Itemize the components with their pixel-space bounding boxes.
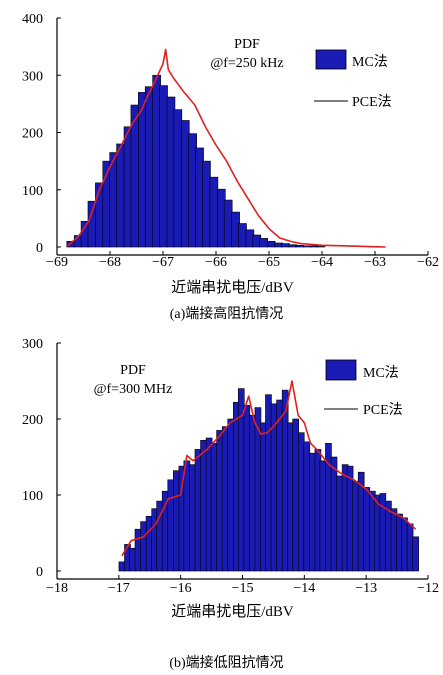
histogram-bar (173, 109, 183, 248)
y-tick-label: 200 (22, 413, 43, 428)
x-tick-label: −65 (258, 255, 280, 270)
y-tick-label: 200 (22, 127, 43, 142)
chart-panel-b (56, 342, 429, 580)
panel-caption: (a)端接高阻抗情况 (170, 305, 284, 322)
histogram-bar (330, 456, 338, 572)
annotation-frequency: @f=250 kHz (210, 56, 283, 71)
x-tick-label: −67 (152, 255, 174, 270)
histogram-bar (297, 432, 305, 572)
y-tick-label: 300 (22, 337, 43, 352)
histogram-bar (281, 243, 290, 248)
histogram-bar (412, 536, 419, 572)
histogram-bar (309, 452, 316, 572)
histogram-bar (352, 481, 359, 572)
histogram-bar (390, 508, 398, 572)
histogram-bar (259, 238, 269, 248)
histogram-bar (116, 143, 125, 248)
legend-swatch-mc (325, 359, 357, 381)
y-tick-label: 100 (22, 184, 43, 199)
histogram-bar (216, 430, 223, 572)
histogram-bar (194, 449, 202, 572)
histogram-bar (118, 561, 126, 572)
x-tick-label: −62 (417, 255, 439, 270)
x-tick-label: −68 (99, 255, 121, 270)
histogram-bar (266, 240, 276, 248)
x-tick-label: −14 (293, 581, 315, 596)
y-tick-label: 400 (22, 12, 43, 27)
histogram-bar (336, 475, 343, 572)
histogram-bar (373, 494, 381, 572)
x-tick-label: −12 (417, 581, 439, 596)
y-tick-label: 0 (36, 241, 43, 256)
histogram-bar (173, 470, 180, 572)
histogram-bar (134, 528, 142, 572)
histogram-bar (223, 199, 233, 248)
histogram-bar (159, 85, 168, 248)
x-tick-label: −13 (355, 581, 377, 596)
histogram-bar (363, 487, 371, 572)
annotation-frequency: @f=300 MHz (94, 382, 173, 397)
y-tick-label: 300 (22, 69, 43, 84)
x-tick-label: −63 (364, 255, 386, 270)
pce-series-line (121, 380, 417, 557)
histogram-bar (221, 426, 229, 572)
x-tick-label: −17 (108, 581, 130, 596)
histogram-bar (316, 246, 326, 248)
panel-caption: (b)端接低阻抗情况 (169, 654, 283, 671)
pce-series-line (67, 48, 386, 248)
histogram-bar (209, 176, 219, 248)
histogram-bar (87, 200, 97, 248)
histogram-bar (167, 479, 175, 572)
histogram-bar (303, 441, 311, 572)
legend-label-mc: MC法 (363, 365, 399, 381)
legend-label-pce: PCE法 (363, 402, 403, 418)
histogram-bar (227, 418, 235, 572)
x-tick-label: −16 (170, 581, 192, 596)
x-tick-label: −69 (46, 255, 68, 270)
histogram-bar (144, 86, 154, 248)
legend-label-mc: MC法 (352, 54, 388, 70)
y-tick-label: 0 (36, 565, 43, 580)
histogram-bar (202, 160, 211, 248)
histogram-bar (130, 104, 140, 248)
histogram-bar (200, 439, 207, 572)
histogram-bar (276, 399, 283, 572)
x-tick-label: −18 (46, 581, 68, 596)
histogram-bar (281, 389, 289, 572)
histogram-bar (346, 465, 354, 572)
histogram-bar (295, 244, 305, 248)
x-axis-label: 近端串扰电压/dBV (171, 603, 294, 620)
histogram-bar (140, 521, 147, 572)
histogram-bar (238, 223, 247, 248)
histogram-bar (95, 182, 104, 248)
histogram-bar (180, 120, 190, 248)
annotation-pdf: PDF (234, 37, 260, 52)
legend-swatch-mc (315, 49, 347, 70)
histogram-bar (265, 394, 272, 572)
histogram-bar (406, 523, 414, 572)
x-axis-label: 近端串扰电压/dBV (171, 279, 294, 296)
x-tick-label: −15 (232, 581, 254, 596)
chart-panel-a (56, 17, 429, 256)
histogram-bar (292, 418, 299, 572)
legend-label-pce: PCE法 (352, 94, 392, 110)
histogram-bar (161, 490, 169, 572)
histogram-bar (183, 460, 191, 572)
y-tick-label: 100 (22, 489, 43, 504)
annotation-pdf: PDF (120, 363, 146, 378)
x-tick-label: −66 (205, 255, 227, 270)
histogram-bar (401, 517, 408, 572)
histogram-bar (145, 515, 153, 572)
histogram-bar (243, 405, 251, 572)
histogram-bar (319, 460, 327, 572)
histogram-bar (249, 414, 256, 572)
x-tick-label: −64 (311, 255, 333, 270)
histogram-bar (189, 464, 196, 572)
histogram-bar (129, 547, 136, 572)
histogram-bar (210, 443, 218, 572)
